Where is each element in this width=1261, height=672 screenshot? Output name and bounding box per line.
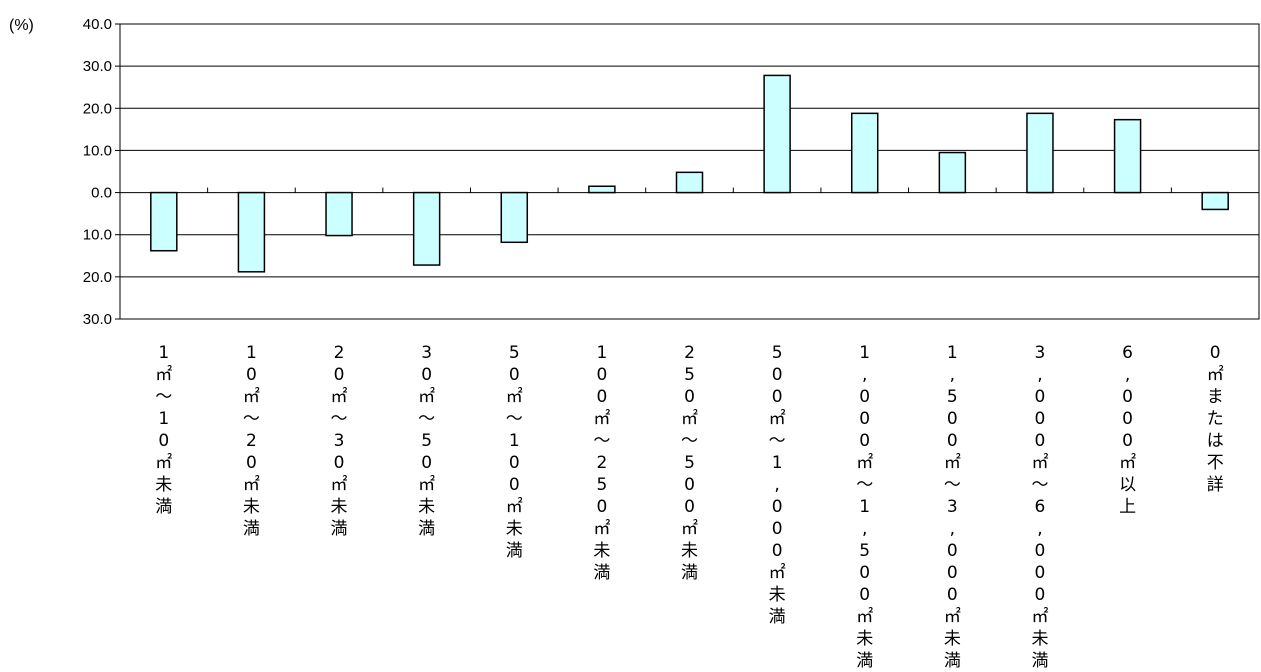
bar bbox=[588, 185, 616, 194]
bar-chart-svg: 40.0 30.0 20.0 10.0 0.0 10.0 20.0 30.0 (%) bbox=[9, 16, 1260, 328]
bar bbox=[938, 151, 967, 194]
x-tick-label: 1 , 0 0 0 ㎡ 〜 1 , 5 0 0 ㎡ 未 満 bbox=[856, 343, 874, 671]
bar bbox=[150, 191, 178, 252]
x-tick-label: 1 0 0 ㎡ 〜 2 5 0 ㎡ 未 満 bbox=[593, 343, 611, 583]
x-tick-label: 2 5 0 ㎡ 〜 5 0 0 ㎡ 未 満 bbox=[681, 343, 698, 583]
bar bbox=[237, 191, 266, 273]
x-tick-label: 1 ㎡ 〜 1 0 ㎡ 未 満 bbox=[155, 343, 173, 517]
bar bbox=[1113, 118, 1142, 194]
x-tick-label: 2 0 ㎡ 〜 3 0 ㎡ 未 満 bbox=[330, 343, 348, 539]
y-tick-label: 20.0 bbox=[83, 100, 112, 117]
x-tick-label: 1 , 5 0 0 ㎡ 〜 3 , 0 0 0 ㎡ 未 満 bbox=[943, 343, 961, 671]
bar bbox=[1201, 191, 1229, 211]
x-tick-label: 3 0 ㎡ 〜 5 0 ㎡ 未 満 bbox=[418, 343, 436, 539]
bar bbox=[500, 191, 529, 244]
y-tick-label: 10.0 bbox=[83, 227, 112, 244]
y-tick-label: 30.0 bbox=[83, 58, 112, 75]
plot-area bbox=[119, 23, 1260, 320]
x-tick-label: 0 ㎡ ま た は 不 詳 bbox=[1206, 343, 1224, 495]
x-tick-label: 6 , 0 0 0 ㎡ 以 上 bbox=[1119, 343, 1137, 517]
bar bbox=[850, 112, 879, 194]
bar bbox=[675, 171, 704, 194]
y-tick-label: 40.0 bbox=[83, 16, 112, 33]
bar bbox=[763, 74, 791, 194]
x-tick-label: 3 , 0 0 0 ㎡ 〜 6 , 0 0 0 ㎡ 未 満 bbox=[1031, 343, 1049, 671]
chart: 40.0 30.0 20.0 10.0 0.0 10.0 20.0 30.0 (%) 1 ㎡ 〜… bbox=[9, 16, 1260, 671]
x-tick-label: 5 0 ㎡ 〜 1 0 0 ㎡ 未 満 bbox=[505, 343, 523, 561]
x-tick-label: 1 0 ㎡ 〜 2 0 ㎡ 未 満 bbox=[242, 343, 260, 539]
bar bbox=[1026, 112, 1054, 194]
x-tick-label: 5 0 0 ㎡ 〜 1 , 0 0 0 ㎡ 未 満 bbox=[768, 343, 786, 627]
y-tick-label: 0.0 bbox=[91, 185, 112, 202]
y-tick-label: 10.0 bbox=[83, 142, 112, 159]
y-tick-label: 30.0 bbox=[83, 311, 112, 328]
bar bbox=[412, 191, 441, 266]
unit-label: (%) bbox=[9, 17, 34, 34]
bar bbox=[325, 191, 353, 237]
y-tick-label: 20.0 bbox=[83, 269, 112, 286]
